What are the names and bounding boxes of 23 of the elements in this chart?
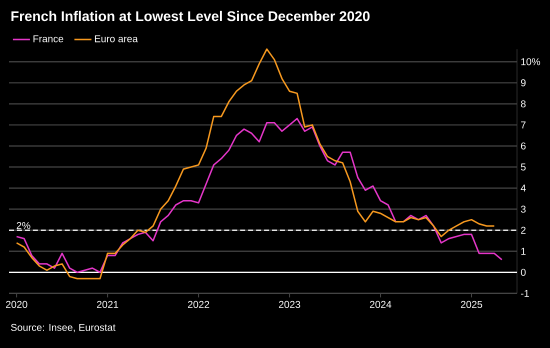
y-tick-label: 1: [521, 248, 526, 255]
x-tick-label: 2021: [96, 300, 118, 308]
legend-label: Euro area: [94, 35, 138, 42]
x-tick-label: 2020: [6, 300, 28, 308]
y-tick-label: 7: [521, 121, 526, 128]
x-tick-label: 2023: [278, 300, 300, 308]
y-tick-label: 5: [520, 164, 526, 171]
y-tick-label: 3: [520, 206, 526, 213]
x-tick-label: 2022: [188, 300, 210, 308]
y-tick-label: -1: [520, 290, 529, 297]
x-tick-label: 2024: [370, 300, 392, 308]
ref-line-label: 2%: [16, 222, 30, 230]
y-tick-label: 6: [521, 142, 526, 150]
y-tick-label: 0: [520, 268, 526, 276]
source-note: Source: Insee, Eurostat: [10, 324, 116, 332]
chart-title: French Inflation at Lowest Level Since December 2020: [11, 10, 370, 22]
y-tick-label: 8: [520, 100, 526, 108]
y-tick-label: 10%: [521, 58, 540, 66]
y-tick-label: 9: [520, 79, 526, 86]
legend-label: France: [34, 35, 64, 42]
x-tick-label: 2025: [460, 300, 482, 308]
y-tick-label: 2: [521, 226, 526, 234]
y-tick-label: 4: [520, 184, 526, 192]
